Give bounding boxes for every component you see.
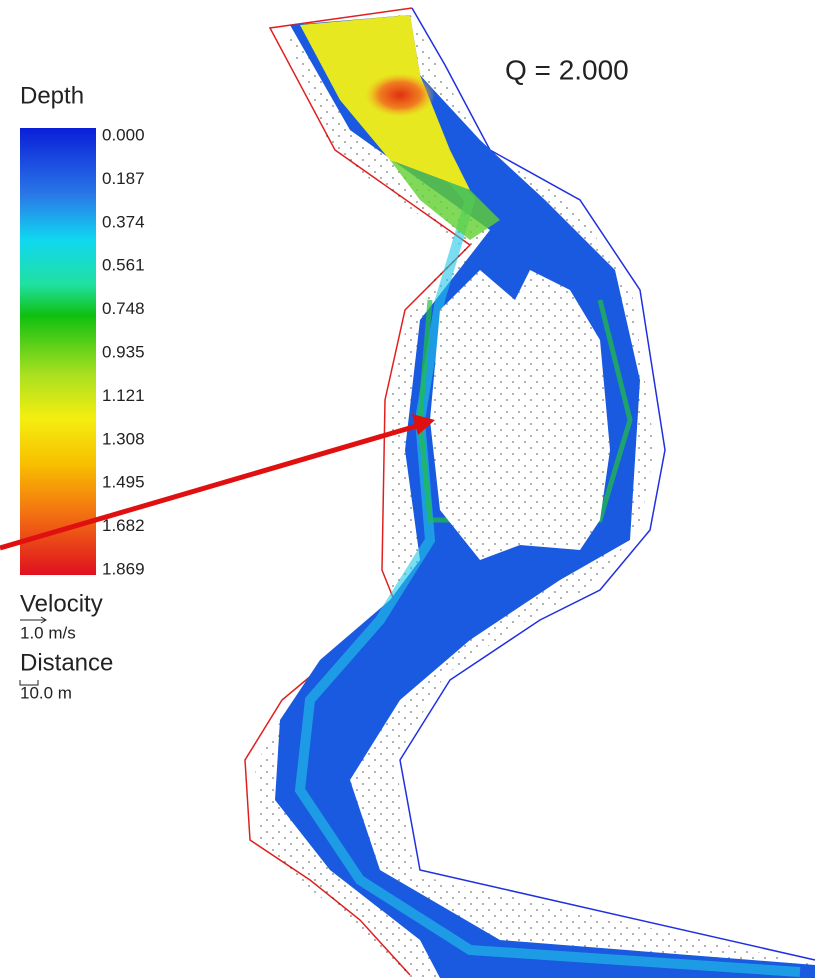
deep-spot bbox=[365, 73, 435, 117]
velocity-label: 1.0 m/s bbox=[20, 623, 76, 642]
distance-label: 10.0 m bbox=[20, 683, 72, 702]
distance-title: Distance bbox=[20, 649, 113, 676]
page: {"title": "Q = 2.000", "legend": {"title… bbox=[0, 0, 821, 978]
legend-label: 1.869 bbox=[102, 559, 145, 578]
depth-map: Depth 0.000 0.187 0.374 0.561 0.748 0.935 1.12… bbox=[0, 0, 821, 978]
legend-label: 1.308 bbox=[102, 429, 145, 448]
legend-title: Depth bbox=[20, 82, 84, 109]
legend-label: 1.682 bbox=[102, 516, 145, 535]
legend-label: 1.495 bbox=[102, 473, 145, 492]
legend-label: 0.374 bbox=[102, 212, 145, 231]
color-bar bbox=[20, 128, 96, 575]
island-dots bbox=[430, 270, 610, 560]
legend-label: 0.561 bbox=[102, 256, 145, 275]
velocity-title: Velocity bbox=[20, 590, 103, 617]
legend-label: 1.121 bbox=[102, 386, 145, 405]
legend-label: 0.187 bbox=[102, 169, 145, 188]
discharge-title: Q = 2.000 bbox=[505, 54, 629, 85]
legend-label: 0.935 bbox=[102, 342, 145, 361]
legend-label: 0.748 bbox=[102, 299, 145, 318]
legend-label: 0.000 bbox=[102, 125, 145, 144]
